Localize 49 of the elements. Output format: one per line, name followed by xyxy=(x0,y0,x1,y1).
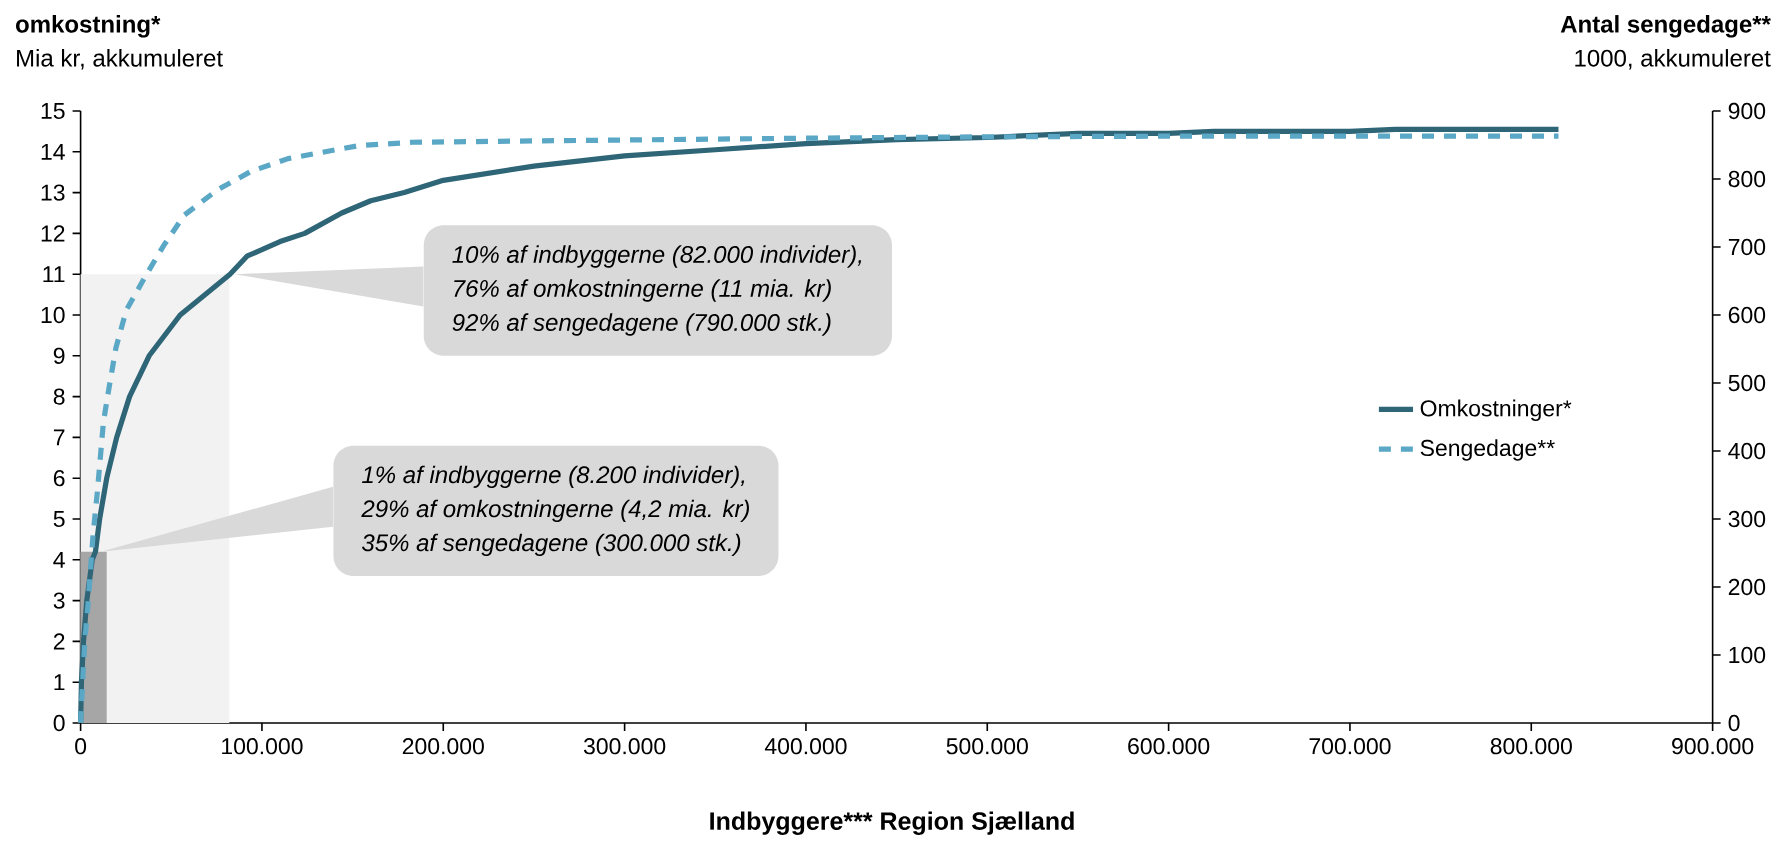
y2-tick-label: 500 xyxy=(1728,374,1766,392)
y-tick-label: 15 xyxy=(41,102,65,120)
y2-tick-label: 700 xyxy=(1728,238,1766,256)
y-tick-label: 11 xyxy=(43,266,65,283)
y2-tick-label: 900 xyxy=(1728,102,1766,120)
annotation: 76% af omkostningerne (11 mia. kr) xyxy=(454,279,831,302)
y2-tick-label: 200 xyxy=(1728,578,1766,596)
y-tick-label: 14 xyxy=(41,143,65,160)
x-tick-label: 200.000 xyxy=(402,738,484,755)
text: Mia kr, akkumuleret xyxy=(17,49,223,70)
x-tick-label: 800.000 xyxy=(1490,738,1572,755)
y-tick-label: 4 xyxy=(53,551,65,568)
y-tick-label: 2 xyxy=(53,633,65,650)
y2-tick-label: 0 xyxy=(1728,714,1740,732)
y2-tick-label: 800 xyxy=(1728,170,1766,188)
y-tick-label: 0 xyxy=(53,714,65,732)
x-axis-title: Indbyggere*** Region Sjælland xyxy=(710,811,1074,835)
annotation: 35% af sengedagene (300.000 stk.) xyxy=(361,533,741,557)
x-tick-label: 100.000 xyxy=(222,738,303,755)
annotation: 1% af indbyggerne (8.200 individer), xyxy=(362,465,745,489)
y-tick-label: 13 xyxy=(41,184,65,201)
legend-label: Omkostninger* xyxy=(1420,399,1572,422)
y2-tick-label: 400 xyxy=(1728,442,1766,460)
text: 1000, akkumuleret xyxy=(1575,49,1771,70)
y-tick-label: 1 xyxy=(54,674,65,691)
annotation: 29% af omkostningerne (4,2 mia. kr) xyxy=(361,499,749,523)
y2-tick-label: 300 xyxy=(1728,510,1766,528)
x-tick-label: 600.000 xyxy=(1128,738,1210,755)
y-tick-label: 5 xyxy=(53,510,65,528)
y2-tick-label: 100 xyxy=(1729,646,1766,664)
y-tick-label: 10 xyxy=(41,306,65,324)
y-axis-title: omkostning* xyxy=(16,15,161,38)
y-tick-label: 12 xyxy=(41,225,65,242)
x-tick-label: 300.000 xyxy=(583,738,666,755)
annotation: 92% af sengedagene (790.000 stk.) xyxy=(452,313,831,336)
y-tick-label: 9 xyxy=(53,347,65,364)
y-tick-label: 6 xyxy=(53,470,65,487)
legend-label: Sengedage** xyxy=(1420,439,1555,461)
x-tick-label: 0 xyxy=(75,738,87,755)
y-tick-label: 7 xyxy=(53,429,65,446)
x-tick-label: 500.000 xyxy=(946,738,1028,755)
y2-axis-title: Antal sengedage** xyxy=(1560,15,1771,38)
x-tick-label: 400.000 xyxy=(764,738,847,755)
y-tick-label: 3 xyxy=(53,592,65,609)
y2-tick-label: 600 xyxy=(1728,306,1766,324)
x-tick-label: 700.000 xyxy=(1309,738,1391,755)
y-tick-label: 8 xyxy=(53,388,65,405)
annotation: 10% af indbyggerne (82.000 individer), xyxy=(452,245,862,268)
x-tick-label: 900.000 xyxy=(1672,738,1754,755)
